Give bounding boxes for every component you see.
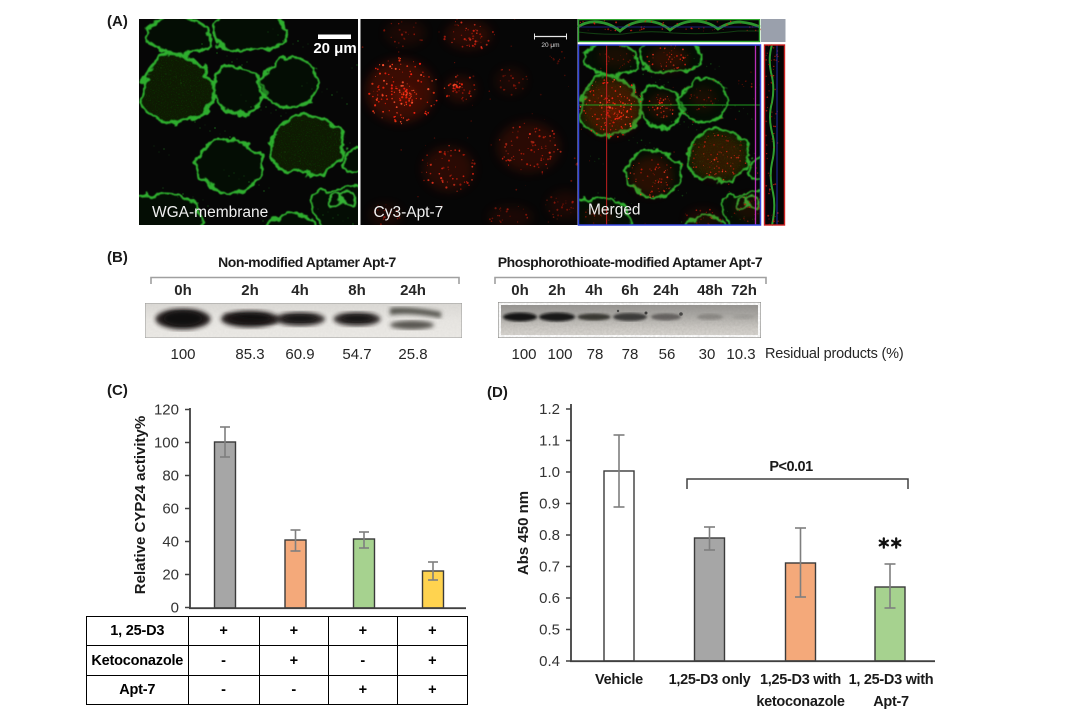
svg-text:0.4: 0.4 — [539, 653, 560, 670]
svg-text:1.2: 1.2 — [539, 401, 560, 418]
svg-text:Relative CYP24 activity%: Relative CYP24 activity% — [132, 416, 149, 594]
svg-text:20 μm: 20 μm — [313, 40, 356, 57]
svg-text:Cy3-Apt-7: Cy3-Apt-7 — [374, 204, 444, 221]
svg-text:0.7: 0.7 — [539, 559, 560, 576]
svg-text:Vehicle: Vehicle — [595, 672, 643, 688]
svg-text:ketoconazole: ketoconazole — [756, 694, 844, 710]
svg-text:1.0: 1.0 — [539, 464, 560, 481]
svg-text:Merged: Merged — [588, 202, 641, 219]
svg-text:1,25-D3 with: 1,25-D3 with — [760, 672, 841, 688]
svg-text:1.1: 1.1 — [539, 433, 560, 450]
svg-text:60: 60 — [162, 501, 179, 518]
svg-text:100: 100 — [154, 435, 179, 452]
svg-text:80: 80 — [162, 468, 179, 485]
svg-text:0.9: 0.9 — [539, 496, 560, 513]
svg-text:Apt-7: Apt-7 — [873, 694, 909, 710]
svg-text:40: 40 — [162, 534, 179, 551]
svg-text:WGA-membrane: WGA-membrane — [152, 204, 268, 221]
svg-text:120: 120 — [154, 402, 179, 419]
svg-text:20: 20 — [162, 567, 179, 584]
svg-text:20 μm: 20 μm — [541, 42, 559, 49]
svg-text:1, 25-D3 with: 1, 25-D3 with — [849, 672, 934, 688]
svg-text:1,25-D3 only: 1,25-D3 only — [669, 672, 751, 688]
svg-text:0.8: 0.8 — [539, 527, 560, 544]
svg-text:0: 0 — [171, 600, 179, 614]
svg-text:0.5: 0.5 — [539, 622, 560, 639]
svg-text:P<0.01: P<0.01 — [769, 459, 813, 475]
svg-text:Abs 450 nm: Abs 450 nm — [515, 491, 532, 575]
svg-text:0.6: 0.6 — [539, 590, 560, 607]
